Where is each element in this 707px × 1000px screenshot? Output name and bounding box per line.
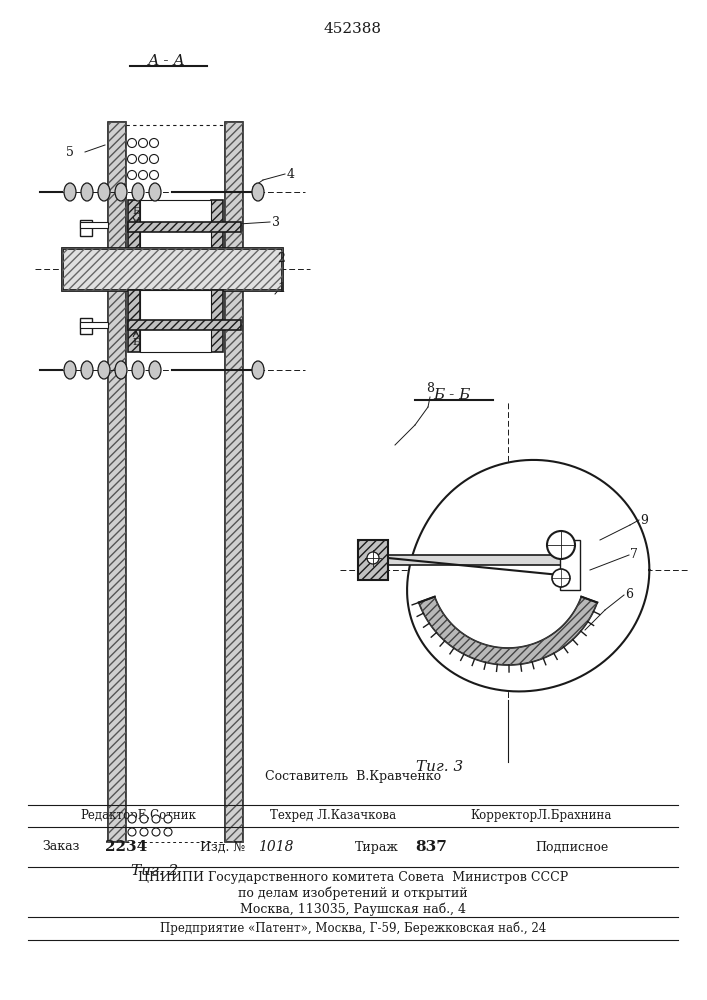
Text: Б - Б: Б - Б: [433, 388, 471, 402]
Circle shape: [139, 170, 148, 180]
Text: Заказ: Заказ: [42, 840, 79, 854]
Circle shape: [127, 154, 136, 163]
Circle shape: [149, 138, 158, 147]
Circle shape: [149, 170, 158, 180]
Circle shape: [547, 531, 575, 559]
Circle shape: [164, 815, 172, 823]
Ellipse shape: [149, 361, 161, 379]
Text: 2: 2: [277, 252, 285, 265]
Bar: [128, 320, 241, 330]
Bar: [62, 248, 282, 290]
Bar: [358, 540, 388, 580]
Bar: [211, 290, 223, 352]
Circle shape: [140, 828, 148, 836]
Circle shape: [140, 815, 148, 823]
Circle shape: [127, 138, 136, 147]
Text: Техред Л.Казачкова: Техред Л.Казачкова: [270, 810, 396, 822]
Text: 1: 1: [277, 282, 285, 295]
Bar: [225, 122, 243, 842]
Circle shape: [149, 154, 158, 163]
Text: 7: 7: [630, 548, 638, 562]
Ellipse shape: [115, 361, 127, 379]
Bar: [370, 555, 565, 565]
Bar: [108, 122, 126, 842]
Circle shape: [128, 828, 136, 836]
Text: 6: 6: [625, 588, 633, 601]
Text: 4: 4: [287, 167, 295, 180]
Ellipse shape: [81, 361, 93, 379]
Bar: [80, 220, 92, 236]
Ellipse shape: [252, 183, 264, 201]
Circle shape: [127, 170, 136, 180]
Bar: [128, 222, 241, 232]
Bar: [80, 318, 92, 334]
Ellipse shape: [81, 183, 93, 201]
Ellipse shape: [98, 183, 110, 201]
Ellipse shape: [132, 361, 144, 379]
Text: РедакторЕ.Сотник: РедакторЕ.Сотник: [80, 810, 196, 822]
Bar: [62, 248, 282, 290]
Circle shape: [139, 154, 148, 163]
Text: 5: 5: [66, 145, 74, 158]
Ellipse shape: [64, 183, 76, 201]
Bar: [80, 222, 108, 228]
Circle shape: [367, 552, 379, 564]
Text: Τиг. 3: Τиг. 3: [416, 760, 464, 774]
Polygon shape: [407, 460, 649, 691]
Text: по делам изобретений и открытий: по делам изобретений и открытий: [238, 886, 468, 900]
Text: 452388: 452388: [324, 22, 382, 36]
Text: Предприятие «Патент», Москва, Г-59, Бережковская наб., 24: Предприятие «Патент», Москва, Г-59, Бере…: [160, 921, 546, 935]
Text: 1018: 1018: [258, 840, 293, 854]
Circle shape: [139, 138, 148, 147]
Bar: [108, 122, 126, 842]
Bar: [211, 200, 223, 250]
Text: 837: 837: [415, 840, 447, 854]
Text: ЦНИИПИ Государственного комитета Совета  Министров СССР: ЦНИИПИ Государственного комитета Совета …: [138, 870, 568, 884]
Text: Τиг. 2: Τиг. 2: [132, 864, 179, 878]
Ellipse shape: [115, 183, 127, 201]
Text: А - А: А - А: [148, 54, 186, 68]
Bar: [140, 290, 211, 352]
Polygon shape: [419, 597, 597, 665]
Circle shape: [164, 828, 172, 836]
Ellipse shape: [252, 361, 264, 379]
Text: Составитель  В.Кравченко: Составитель В.Кравченко: [265, 770, 441, 783]
Ellipse shape: [149, 183, 161, 201]
Bar: [140, 200, 211, 250]
Bar: [80, 322, 108, 328]
Ellipse shape: [132, 183, 144, 201]
Text: Б: Б: [132, 338, 140, 347]
Text: КорректорЛ.Брахнина: КорректорЛ.Брахнина: [470, 810, 612, 822]
Text: Тираж: Тираж: [355, 840, 399, 854]
Circle shape: [128, 815, 136, 823]
Circle shape: [152, 828, 160, 836]
Text: Москва, 113035, Раушская наб., 4: Москва, 113035, Раушская наб., 4: [240, 902, 466, 916]
Text: 2234: 2234: [105, 840, 147, 854]
Text: Подписное: Подписное: [535, 840, 608, 854]
Text: 8: 8: [426, 382, 434, 395]
Text: 3: 3: [272, 216, 280, 229]
Circle shape: [152, 815, 160, 823]
Ellipse shape: [98, 361, 110, 379]
Bar: [128, 200, 140, 250]
Bar: [225, 122, 243, 842]
Circle shape: [552, 569, 570, 587]
Ellipse shape: [64, 361, 76, 379]
Bar: [128, 290, 140, 352]
Text: 9: 9: [640, 514, 648, 526]
Text: Изд. №: Изд. №: [200, 840, 245, 854]
Bar: [560, 540, 580, 590]
Text: Б: Б: [132, 207, 140, 216]
